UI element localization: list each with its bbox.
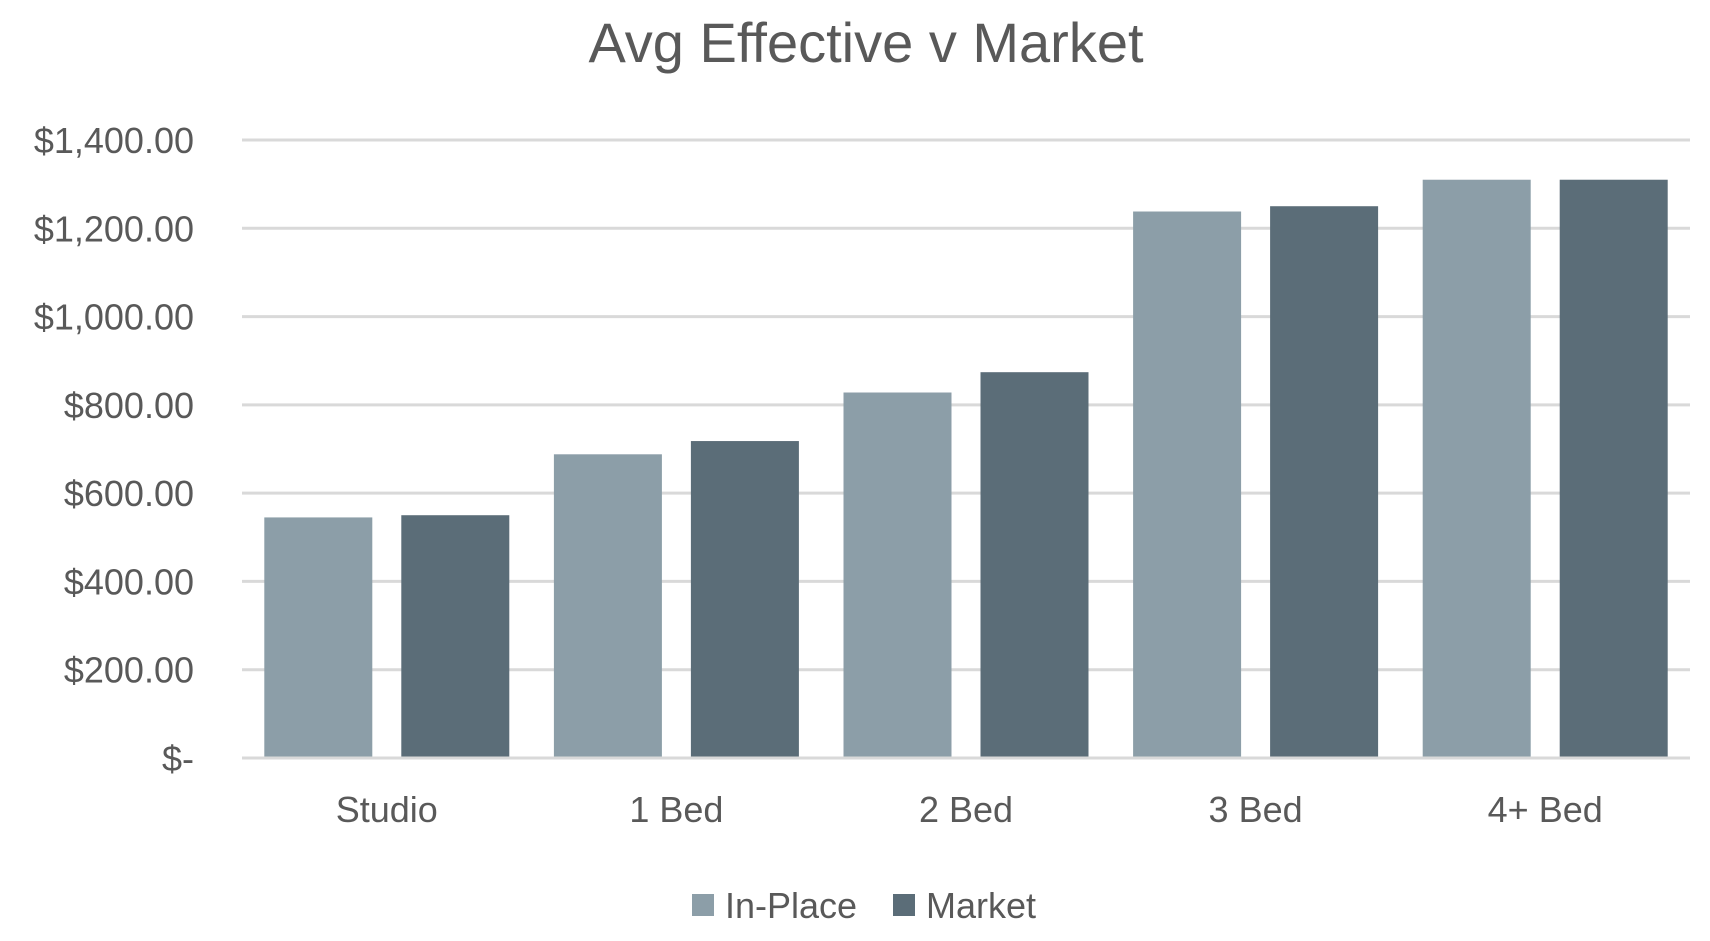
bar-market-3-bed <box>1270 206 1379 757</box>
y-tick-label: $1,400.00 <box>34 120 194 161</box>
y-tick-label: $- <box>162 738 194 779</box>
legend-swatch <box>692 894 714 916</box>
bar-in-place-2-bed <box>843 392 952 757</box>
legend-swatch <box>893 894 915 916</box>
y-tick-label: $1,000.00 <box>34 297 194 338</box>
bar-market-1-bed <box>690 441 799 757</box>
bar-in-place-3-bed <box>1133 211 1242 757</box>
legend-label: Market <box>926 885 1036 926</box>
bar-in-place-studio <box>264 517 373 757</box>
x-category-label: 3 Bed <box>1209 789 1303 830</box>
x-axis-category-labels: Studio 1 Bed 2 Bed 3 Bed 4+ Bed <box>336 789 1603 830</box>
bar-in-place-4-bed <box>1422 179 1531 757</box>
bar-market-4-bed <box>1559 179 1668 757</box>
y-tick-label: $200.00 <box>64 650 194 691</box>
y-tick-label: $1,200.00 <box>34 208 194 249</box>
bar-in-place-1-bed <box>553 454 662 757</box>
y-axis-tick-labels: $- $200.00 $400.00 $600.00 $800.00 $1,000.00 $… <box>34 120 194 779</box>
x-category-label: 2 Bed <box>919 789 1013 830</box>
legend-label: In-Place <box>725 885 857 926</box>
y-tick-label: $800.00 <box>64 385 194 426</box>
bar-market-studio <box>401 515 510 757</box>
x-category-label: Studio <box>336 789 438 830</box>
legend: In-Place Market <box>692 885 1036 926</box>
chart-title: Avg Effective v Market <box>588 11 1143 74</box>
bar-market-2-bed <box>980 372 1089 757</box>
bars <box>264 179 1668 757</box>
x-category-label: 1 Bed <box>629 789 723 830</box>
y-tick-label: $400.00 <box>64 561 194 602</box>
y-tick-label: $600.00 <box>64 473 194 514</box>
x-category-label: 4+ Bed <box>1488 789 1603 830</box>
